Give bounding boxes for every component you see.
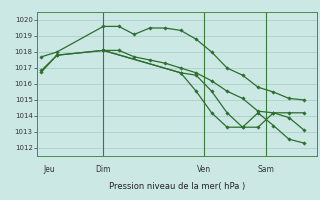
Text: Dim: Dim bbox=[96, 165, 111, 174]
Text: Sam: Sam bbox=[257, 165, 274, 174]
Text: Ven: Ven bbox=[197, 165, 211, 174]
Text: Jeu: Jeu bbox=[43, 165, 55, 174]
Text: Pression niveau de la mer( hPa ): Pression niveau de la mer( hPa ) bbox=[109, 182, 245, 191]
